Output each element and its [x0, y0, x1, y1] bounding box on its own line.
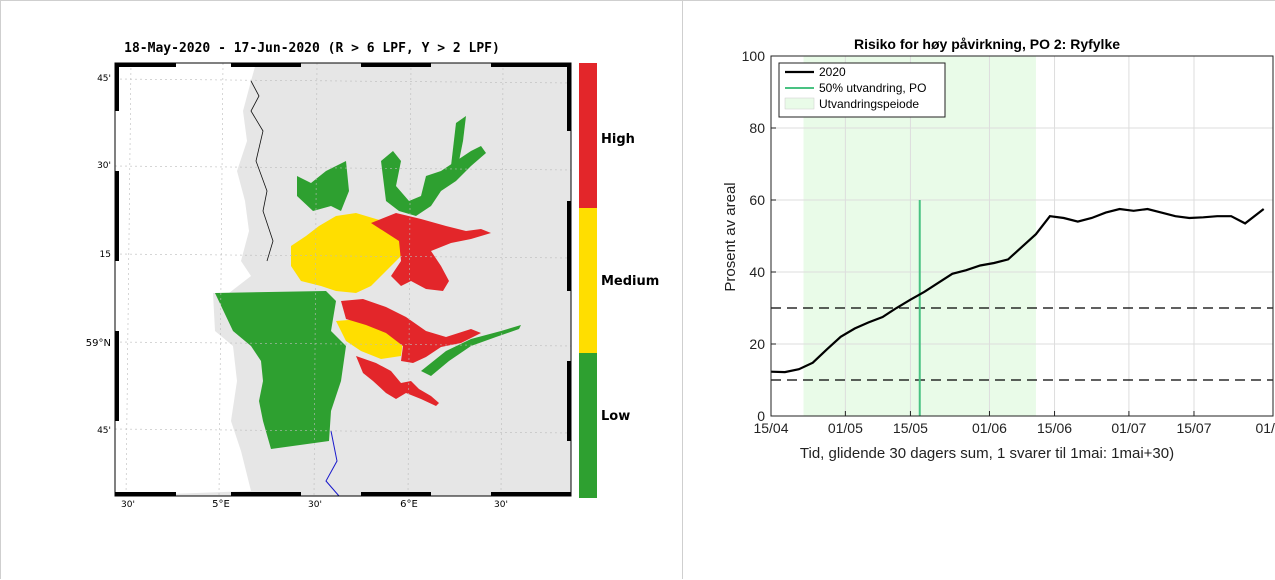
risk-chart: Risiko for høy påvirkning, PO 2: Ryfylke…	[722, 36, 1275, 462]
lon-tick-2: 5°E	[212, 499, 230, 510]
y-axis-label: Prosent av areal	[722, 182, 739, 291]
series-2020-line	[770, 207, 1265, 374]
x-tick-label: 15/05	[893, 420, 928, 436]
legend-label: 50% utvandring, PO	[819, 81, 926, 95]
legend-label: Utvandringspeiode	[819, 97, 919, 111]
lat-tick-5: 45'	[97, 426, 111, 436]
map-title: 18-May-2020 - 17-Jun-2020 (R > 6 LPF, Y …	[124, 41, 500, 56]
legend-swatch	[784, 97, 815, 110]
low-risk-zone-fjord	[381, 146, 486, 216]
plot-frame	[770, 55, 1274, 417]
lon-tick-3: 30'	[308, 500, 322, 510]
high-risk-zone-south	[356, 356, 439, 406]
colorbar: High Medium Low	[579, 63, 659, 498]
x-tick-label: 15/07	[1176, 420, 1211, 436]
frame-ticks	[115, 63, 571, 496]
risk-map: 18-May-2020 - 17-Jun-2020 (R > 6 LPF, Y …	[86, 41, 660, 510]
river	[325, 430, 340, 497]
chart-legend: 2020 50% utvandring, PO Utvandringspeiode	[778, 62, 946, 118]
lon-tick-1: 30'	[121, 500, 135, 510]
low-risk-zone	[215, 291, 346, 449]
colorbar-label-medium: Medium	[601, 274, 659, 289]
graticule	[114, 62, 572, 497]
lat-tick-3: 15	[100, 250, 111, 260]
colorbar-medium	[579, 208, 597, 353]
plot-area: 15/04 01/05 15/05 01/06 15/06 01/07 15/07 01/08…	[742, 48, 1275, 436]
low-risk-zone-east	[421, 325, 521, 376]
chart-panel: Risiko for høy påvirkning, PO 2: Ryfylke…	[682, 0, 1275, 579]
y-tick-label: 40	[749, 264, 765, 280]
high-risk-zone-mid	[341, 299, 481, 363]
y-tick-label: 100	[742, 48, 766, 64]
low-risk-zone-north	[297, 161, 349, 211]
low-risk-zone-inner	[451, 116, 466, 166]
map-panel: 18-May-2020 - 17-Jun-2020 (R > 6 LPF, Y …	[0, 0, 682, 579]
y-tick-label: 60	[749, 192, 765, 208]
lat-tick-1: 45'	[97, 74, 111, 84]
x-tick-label: 15/06	[1037, 420, 1072, 436]
x-tick-label: 01/07	[1111, 420, 1146, 436]
lat-tick-4: 59°N	[86, 338, 111, 349]
colorbar-low	[579, 353, 597, 498]
medium-risk-zone	[291, 213, 401, 293]
lon-tick-5: 30'	[494, 500, 508, 510]
high-risk-zone	[371, 213, 491, 291]
colorbar-label-low: Low	[601, 409, 630, 424]
y-tick-label: 0	[757, 408, 765, 424]
lon-tick-4: 6°E	[400, 499, 418, 510]
y-tick-label: 80	[749, 120, 765, 136]
chart-title: Risiko for høy påvirkning, PO 2: Ryfylke	[854, 36, 1120, 52]
x-tick-label: 01/08	[1255, 420, 1275, 436]
colorbar-high	[579, 63, 597, 208]
x-axis-label: Tid, glidende 30 dagers sum, 1 svarer ti…	[800, 445, 1174, 462]
colorbar-label-high: High	[601, 132, 635, 147]
x-tick-label: 01/06	[972, 420, 1007, 436]
x-tick-label: 01/05	[828, 420, 863, 436]
sea-area	[115, 63, 256, 496]
coastline	[250, 80, 274, 262]
legend-label: 2020	[819, 65, 846, 79]
y-tick-label: 20	[749, 336, 765, 352]
lat-tick-2: 30'	[97, 161, 111, 171]
x-tick-label: 15/04	[753, 420, 788, 436]
